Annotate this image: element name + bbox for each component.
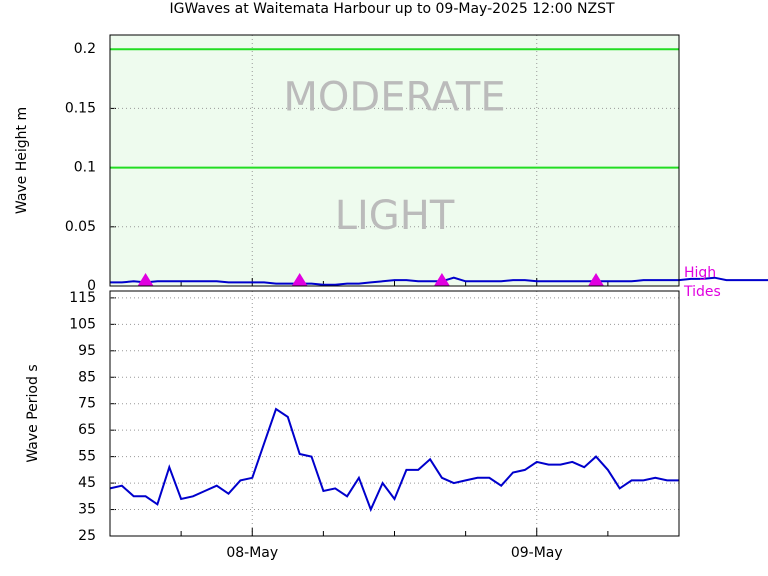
y-tick-label: 0.2 (74, 41, 96, 57)
plot-frame (109, 290, 680, 537)
y-tick-label: 0.1 (74, 160, 96, 176)
y-tick-label: 35 (78, 502, 96, 518)
y-tick-label: 105 (69, 316, 96, 332)
y-tick-label: 0 (87, 278, 96, 294)
plot-area (110, 35, 679, 286)
plot-frame (109, 34, 680, 287)
legend-label: High Tides (683, 265, 721, 300)
y-tick-label: 85 (78, 369, 96, 385)
y-tick-label: 0.05 (65, 219, 96, 235)
tide-marker (291, 273, 308, 286)
y-tick-label: 55 (78, 449, 96, 465)
tide-marker (137, 273, 154, 286)
x-tick-label: 08-May (226, 545, 278, 561)
series-line (110, 276, 768, 286)
y-tick-label: 65 (78, 422, 96, 438)
y-tick-label: 0.15 (65, 100, 96, 116)
chart-title: IGWaves at Waitemata Harbour up to 09-Ma… (169, 1, 614, 17)
y-axis-label: Wave Period s (25, 364, 41, 462)
series-line (109, 407, 679, 513)
y-axis-label: Wave Height m (14, 107, 30, 214)
x-tick-label: 09-May (511, 545, 563, 561)
y-tick-label: 75 (78, 396, 96, 412)
y-tick-label: 45 (78, 475, 96, 491)
tide-marker (588, 273, 605, 286)
y-tick-label: 115 (69, 290, 96, 306)
zone-label: MODERATE (283, 74, 505, 120)
tide-marker (433, 273, 450, 286)
y-tick-label: 95 (78, 343, 96, 359)
y-tick-label: 25 (78, 528, 96, 544)
plot-area (110, 291, 679, 536)
zone-label: LIGHT (335, 193, 455, 239)
